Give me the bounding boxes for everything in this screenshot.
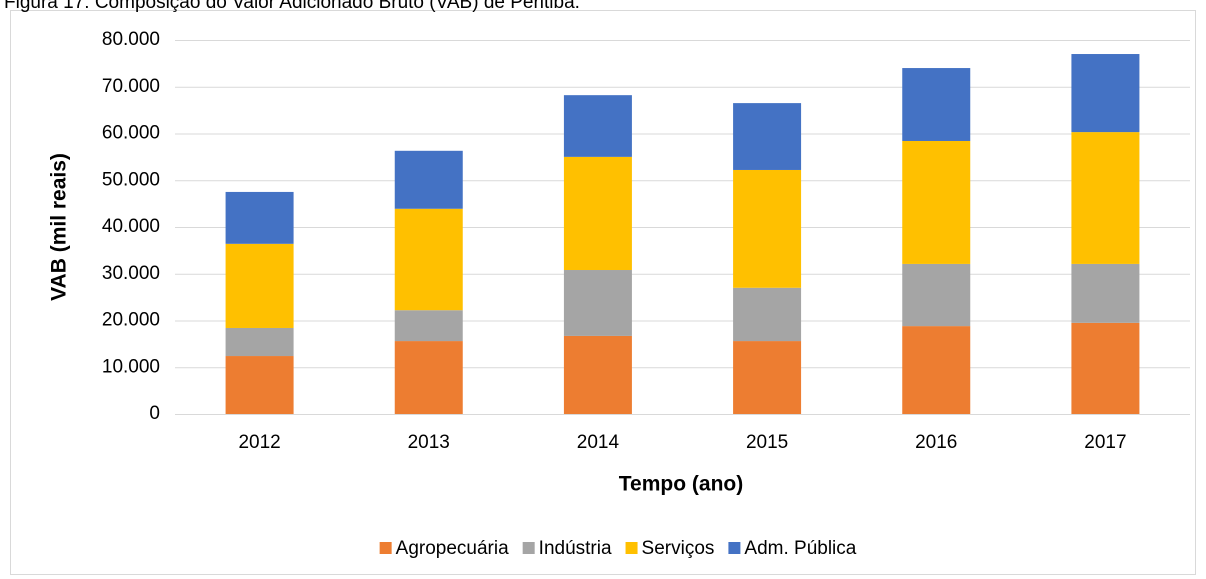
- legend-swatch: [379, 542, 392, 554]
- bar-segment: [563, 335, 632, 414]
- x-axis-title: Tempo (ano): [619, 473, 743, 496]
- legend-label: Indústria: [539, 538, 612, 559]
- bar-segment: [1071, 132, 1140, 264]
- bar-segment: [563, 270, 632, 336]
- bar-segment: [1071, 322, 1140, 414]
- bar-segment: [1071, 54, 1140, 133]
- bar-segment: [733, 287, 802, 342]
- bar-segment: [394, 150, 463, 209]
- x-tick-label: 2014: [577, 432, 620, 453]
- legend-label: Agropecuária: [396, 538, 509, 559]
- y-tick-label: 50.000: [102, 169, 160, 190]
- x-tick-label: 2013: [408, 432, 450, 453]
- x-tick-label: 2017: [1084, 432, 1126, 453]
- bar-segment: [563, 156, 632, 271]
- y-tick-label: 60.000: [102, 123, 160, 144]
- bar-segment: [1071, 263, 1140, 323]
- y-tick-label: 70.000: [102, 76, 160, 97]
- x-tick-label: 2015: [746, 432, 788, 453]
- y-tick-label: 80.000: [102, 29, 160, 50]
- bar-segment: [902, 326, 971, 414]
- bar-segment: [394, 208, 463, 311]
- y-tick-label: 40.000: [102, 216, 160, 237]
- bar-segment: [225, 191, 294, 244]
- legend-label: Adm. Pública: [744, 538, 856, 559]
- bar-segment: [902, 263, 971, 327]
- bar-segment: [394, 341, 463, 414]
- bar-segment: [225, 356, 294, 414]
- y-axis-title: VAB (mil reais): [48, 153, 71, 301]
- bar-segment: [902, 68, 971, 141]
- x-tick-label: 2012: [238, 432, 280, 453]
- legend-label: Serviços: [642, 538, 715, 559]
- y-tick-label: 10.000: [102, 356, 160, 377]
- bar-segment: [733, 169, 802, 288]
- legend-swatch: [625, 542, 638, 554]
- y-tick-label: 30.000: [102, 263, 160, 284]
- bar-segment: [733, 103, 802, 170]
- bar-segment: [394, 310, 463, 342]
- bar-segment: [902, 140, 971, 264]
- bar-segment: [225, 243, 294, 328]
- legend-swatch: [522, 542, 535, 554]
- bar-segment: [563, 95, 632, 157]
- legend-swatch: [728, 542, 741, 554]
- y-tick-label: 20.000: [102, 310, 160, 331]
- bar-segment: [225, 327, 294, 357]
- y-tick-label: 0: [149, 403, 160, 424]
- bar-segment: [733, 341, 802, 414]
- x-tick-label: 2016: [915, 432, 957, 453]
- caption: Figura 17: Composição do Valor Adicionad…: [4, 0, 580, 13]
